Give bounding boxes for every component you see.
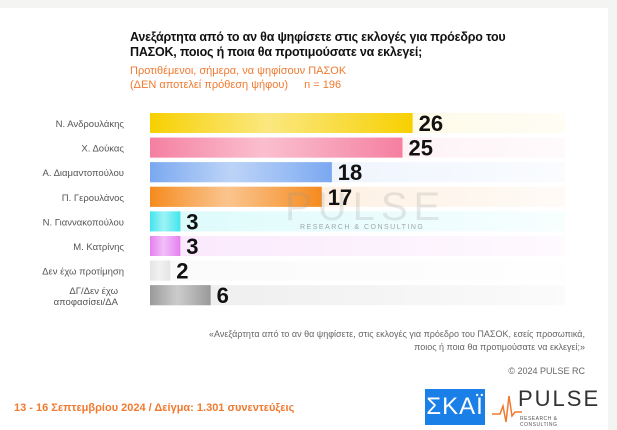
data-label: 18 bbox=[338, 160, 362, 185]
bar-highlight bbox=[150, 137, 403, 158]
bar-highlight bbox=[150, 186, 322, 207]
pulse-logo: PULSE RESEARCH & CONSULTING bbox=[492, 386, 598, 428]
category-label: Δεν έχω προτίμηση bbox=[42, 267, 124, 278]
data-label: 6 bbox=[217, 283, 229, 308]
subtitle-line1: Προτιθέμενοι, σήμερα, να ψηφίσουν ΠΑΣΟΚ bbox=[130, 65, 347, 77]
data-label: 25 bbox=[409, 136, 433, 161]
pulse-logo-sub: RESEARCH & CONSULTING bbox=[520, 416, 558, 428]
bar-track bbox=[150, 236, 565, 256]
skai-logo: ΣΚΑΪ bbox=[425, 389, 485, 425]
data-label: 26 bbox=[419, 111, 443, 136]
category-label: ΔΓ/Δεν έχω αποφασίσει/ΔΑ bbox=[54, 286, 119, 308]
category-label: Α. Διαμαντοπούλου bbox=[42, 168, 124, 179]
data-label: 2 bbox=[176, 259, 188, 284]
pulse-logo-text: PULSE bbox=[518, 386, 601, 411]
watermark: PULSE bbox=[285, 185, 447, 229]
quote-line1: «Ανεξάρτητα από το αν θα ψηφίσετε, στις … bbox=[209, 329, 585, 339]
bar-highlight bbox=[150, 162, 332, 183]
question-quote: «Ανεξάρτητα από το αν θα ψηφίσετε, στις … bbox=[125, 328, 585, 354]
bar-highlight bbox=[150, 113, 413, 133]
pulse-wave-icon bbox=[492, 395, 522, 423]
category-label: Ν. Ανδρουλάκης bbox=[56, 119, 125, 130]
chart-title: Ανεξάρτητα από το αν θα ψηφίσετε στις εκ… bbox=[130, 30, 506, 59]
data-label: 17 bbox=[328, 185, 352, 210]
right-border bbox=[608, 0, 617, 430]
category-label: Μ. Κατρίνης bbox=[73, 242, 124, 253]
watermark-sub: RESEARCH & CONSULTING bbox=[300, 224, 425, 231]
bar-highlight bbox=[150, 260, 171, 281]
category-label: Χ. Δούκας bbox=[81, 144, 124, 155]
bar-track bbox=[150, 260, 565, 281]
data-label: 3 bbox=[186, 209, 198, 234]
sample-size: n = 196 bbox=[304, 79, 342, 91]
category-label: Π. Γερουλάνος bbox=[62, 193, 125, 204]
category-label: Ν. Γιαννακοπούλου bbox=[43, 217, 124, 228]
bar-highlight bbox=[150, 236, 181, 256]
top-border bbox=[0, 0, 617, 8]
bar-track bbox=[150, 285, 565, 306]
bar-highlight bbox=[150, 211, 181, 232]
chart-subtitle: Προτιθέμενοι, σήμερα, να ψηφίσουν ΠΑΣΟΚ … bbox=[130, 64, 346, 92]
subtitle-line2: (ΔΕΝ αποτελεί πρόθεση ψήφου) bbox=[130, 79, 289, 91]
data-label: 3 bbox=[186, 234, 198, 259]
bar-track bbox=[150, 211, 565, 232]
copyright: © 2024 PULSE RC bbox=[508, 366, 585, 376]
footer-date-sample: 13 - 16 Σεπτεμβρίου 2024 / Δείγμα: 1.301… bbox=[14, 402, 295, 414]
quote-line2: ποιος ή ποια θα προτιμούσατε να εκλεγεί;… bbox=[414, 342, 585, 352]
bar-highlight bbox=[150, 285, 211, 306]
